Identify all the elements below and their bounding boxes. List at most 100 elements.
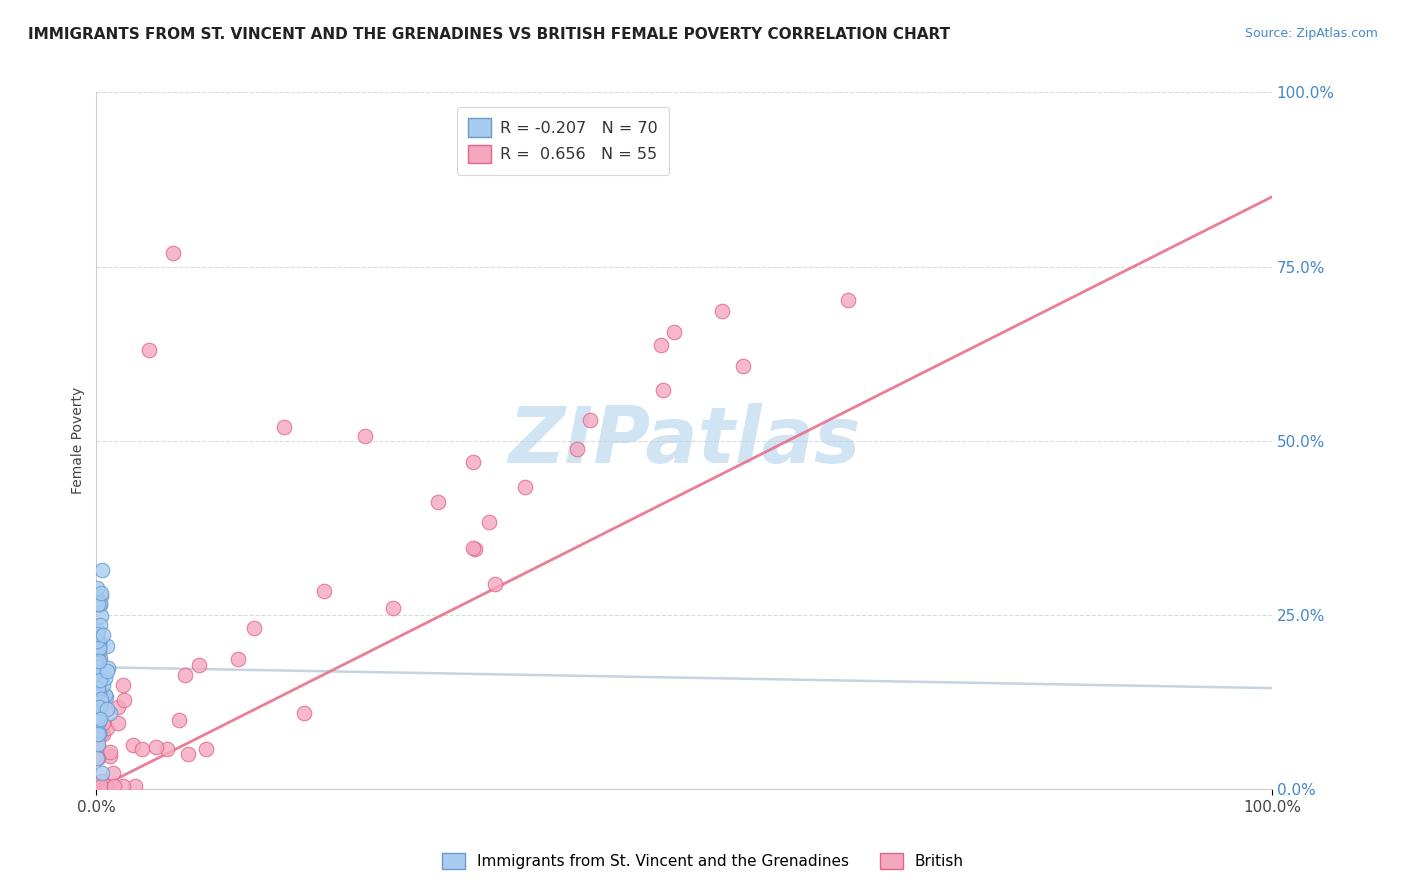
Point: [87, 635, 110, 649]
Point: [90, 589, 112, 603]
Point: [91, 688, 114, 702]
Point: [173, 667, 195, 681]
Point: [103, 779, 125, 793]
Point: [226, 651, 249, 665]
Point: [91, 716, 114, 731]
Point: [461, 541, 484, 555]
Point: [188, 657, 211, 672]
Point: [86, 633, 108, 648]
Point: [87, 652, 110, 666]
Point: [86, 689, 108, 703]
Point: [87, 654, 110, 668]
Point: [96, 702, 118, 716]
Point: [86, 659, 108, 673]
Point: [87, 700, 110, 714]
Point: [97, 661, 120, 675]
Point: [513, 480, 536, 494]
Point: [87, 699, 110, 714]
Point: [87, 709, 110, 723]
Point: [90, 779, 112, 793]
Point: [94, 688, 117, 702]
Point: [89, 712, 111, 726]
Text: IMMIGRANTS FROM ST. VINCENT AND THE GRENADINES VS BRITISH FEMALE POVERTY CORRELA: IMMIGRANTS FROM ST. VINCENT AND THE GREN…: [28, 27, 950, 42]
Point: [312, 583, 335, 598]
Point: [87, 644, 110, 658]
Point: [90, 586, 112, 600]
Point: [112, 692, 135, 706]
Point: [87, 635, 110, 649]
Point: [353, 428, 375, 442]
Point: [243, 621, 266, 635]
Point: [124, 779, 146, 793]
Point: [86, 627, 108, 641]
Point: [93, 727, 115, 741]
Text: Source: ZipAtlas.com: Source: ZipAtlas.com: [1244, 27, 1378, 40]
Point: [86, 639, 108, 653]
Point: [87, 667, 110, 681]
Point: [90, 694, 112, 708]
Point: [381, 601, 404, 615]
Point: [90, 727, 112, 741]
Point: [94, 689, 117, 703]
Point: [86, 648, 108, 663]
Point: [98, 748, 121, 763]
Point: [837, 293, 859, 308]
Point: [96, 721, 118, 735]
Point: [89, 714, 111, 728]
Point: [96, 779, 118, 793]
Point: [145, 739, 167, 754]
Point: [87, 640, 110, 655]
Point: [86, 645, 108, 659]
Point: [90, 766, 112, 780]
Point: [567, 442, 589, 456]
Point: [107, 715, 129, 730]
Legend: R = -0.207   N = 70, R =  0.656   N = 55: R = -0.207 N = 70, R = 0.656 N = 55: [457, 107, 669, 175]
Point: [89, 638, 111, 652]
Point: [87, 726, 110, 740]
Point: [731, 359, 754, 374]
Point: [91, 774, 114, 789]
Point: [87, 672, 110, 686]
Point: [86, 682, 108, 697]
Point: [464, 542, 486, 557]
Point: [90, 699, 112, 714]
Point: [87, 682, 110, 697]
Point: [86, 751, 108, 765]
Y-axis label: Female Poverty: Female Poverty: [72, 387, 86, 494]
Point: [86, 739, 108, 753]
Point: [89, 596, 111, 610]
Point: [89, 618, 111, 632]
Point: [87, 779, 110, 793]
Point: [86, 693, 108, 707]
Point: [86, 656, 108, 670]
Point: [138, 343, 160, 358]
Text: ZIPatlas: ZIPatlas: [508, 403, 860, 479]
Point: [93, 671, 115, 685]
Point: [90, 609, 112, 624]
Point: [90, 563, 112, 577]
Point: [177, 747, 200, 761]
Point: [121, 738, 143, 752]
Point: [652, 384, 675, 398]
Point: [89, 673, 111, 687]
Point: [98, 745, 121, 759]
Point: [87, 725, 110, 739]
Point: [96, 779, 118, 793]
Point: [89, 598, 111, 612]
Point: [90, 692, 112, 706]
Point: [89, 686, 111, 700]
Point: [87, 648, 110, 662]
Point: [87, 661, 110, 675]
Point: [91, 678, 114, 692]
Point: [87, 681, 110, 696]
Point: [89, 651, 111, 665]
Point: [86, 681, 108, 695]
Point: [98, 706, 121, 721]
Point: [112, 779, 135, 793]
Point: [96, 639, 118, 653]
Point: [87, 712, 110, 726]
Point: [87, 672, 110, 686]
Point: [87, 737, 110, 751]
Point: [427, 494, 450, 508]
Point: [579, 413, 602, 427]
